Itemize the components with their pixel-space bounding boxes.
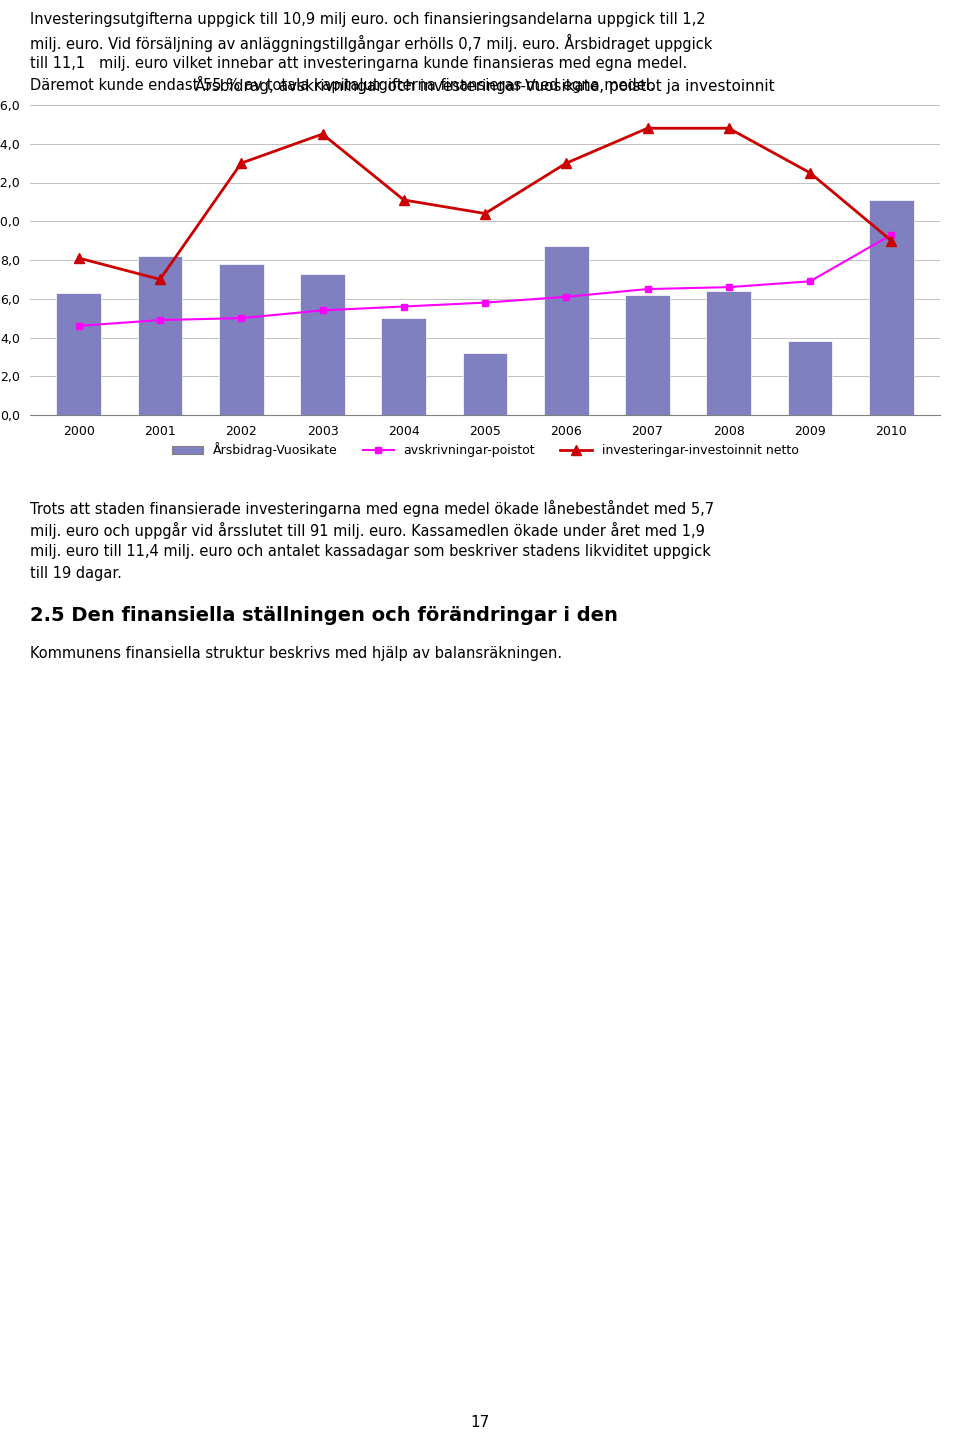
Bar bbox=[381, 319, 426, 416]
Bar bbox=[707, 291, 751, 416]
Text: Kommunens finansiella struktur beskrivs med hjälp av balansräkningen.: Kommunens finansiella struktur beskrivs … bbox=[30, 646, 563, 660]
Text: 2.5 Den finansiella ställningen och förändringar i den: 2.5 Den finansiella ställningen och förä… bbox=[30, 607, 618, 626]
Bar bbox=[544, 246, 588, 416]
Text: milj. euro. Vid försäljning av anläggningstillgångar erhölls 0,7 milj. euro. Års: milj. euro. Vid försäljning av anläggnin… bbox=[30, 33, 712, 52]
Bar bbox=[219, 264, 264, 416]
Title: Årsbidrag, avskrivningar och investeringar-Vuosikate, poistot ja investoinnit: Årsbidrag, avskrivningar och investering… bbox=[195, 77, 775, 94]
Bar bbox=[787, 342, 832, 416]
Bar bbox=[869, 200, 914, 416]
Text: milj. euro och uppgår vid årsslutet till 91 milj. euro. Kassamedlen ökade under : milj. euro och uppgår vid årsslutet till… bbox=[30, 521, 705, 539]
Text: till 19 dagar.: till 19 dagar. bbox=[30, 566, 122, 581]
Text: milj. euro till 11,4 milj. euro och antalet kassadagar som beskriver stadens lik: milj. euro till 11,4 milj. euro och anta… bbox=[30, 544, 710, 559]
Text: Investeringsutgifterna uppgick till 10,9 milj euro. och finansieringsandelarna u: Investeringsutgifterna uppgick till 10,9… bbox=[30, 12, 706, 28]
Bar bbox=[300, 274, 345, 416]
Legend: Årsbidrag-Vuosikate, avskrivningar-poistot, investeringar-investoinnit netto: Årsbidrag-Vuosikate, avskrivningar-poist… bbox=[166, 437, 804, 462]
Text: Trots att staden finansierade investeringarna med egna medel ökade lånebeståndet: Trots att staden finansierade investerin… bbox=[30, 500, 714, 517]
Bar bbox=[137, 256, 182, 416]
Bar bbox=[463, 353, 507, 416]
Text: till 11,1   milj. euro vilket innebar att investeringarna kunde finansieras med : till 11,1 milj. euro vilket innebar att … bbox=[30, 56, 687, 71]
Bar bbox=[57, 292, 101, 416]
Text: 17: 17 bbox=[470, 1415, 490, 1431]
Bar bbox=[625, 295, 670, 416]
Text: Däremot kunde endast 55 % av totala kapitalutgifterna finansieras med egna medel: Däremot kunde endast 55 % av totala kapi… bbox=[30, 78, 655, 93]
